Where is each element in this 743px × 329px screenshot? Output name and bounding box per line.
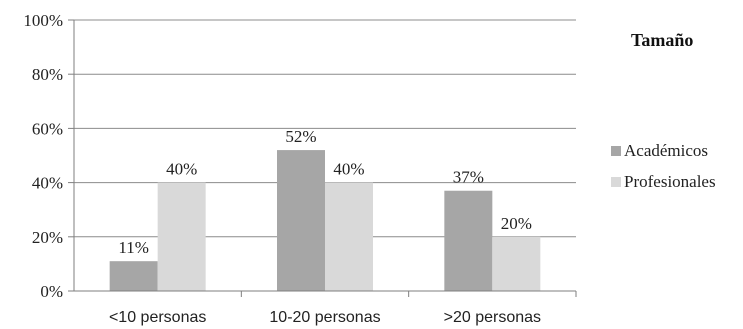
- bar-academicos: [109, 261, 158, 291]
- y-tick-label: 40%: [32, 174, 63, 193]
- x-axis-ticks: <10 personas 10-20 personas >20 personas: [109, 309, 541, 326]
- data-labels: 11% 40% 52% 40% 37% 20%: [118, 127, 532, 257]
- y-tick-label: 0%: [40, 282, 63, 301]
- data-label: 52%: [285, 127, 316, 146]
- data-label: 11%: [118, 238, 149, 257]
- x-tick-label: >20 personas: [444, 309, 541, 326]
- data-label: 37%: [453, 168, 484, 187]
- bar-academicos: [277, 150, 325, 291]
- y-tick-label: 80%: [32, 65, 63, 84]
- bar-academicos: [444, 190, 493, 291]
- legend-label: Profesionales: [624, 172, 716, 191]
- axes: [68, 19, 577, 297]
- x-tick-label: <10 personas: [109, 309, 206, 326]
- data-label: 40%: [333, 160, 364, 179]
- legend: Tamaño Académicos Profesionales: [611, 30, 716, 191]
- data-label: 20%: [501, 214, 532, 233]
- bars: [109, 150, 541, 291]
- y-tick-label: 100%: [23, 11, 63, 30]
- bar-profesionales: [325, 182, 373, 291]
- x-tick-label: 10-20 personas: [269, 309, 380, 326]
- legend-swatch: [611, 146, 621, 156]
- legend-swatch: [611, 177, 621, 187]
- bar-profesionales: [157, 182, 206, 291]
- legend-title: Tamaño: [631, 30, 693, 50]
- legend-label: Académicos: [624, 141, 708, 160]
- y-tick-label: 60%: [32, 119, 63, 138]
- y-tick-label: 20%: [32, 228, 63, 247]
- bar-profesionales: [492, 236, 541, 291]
- data-label: 40%: [166, 160, 197, 179]
- y-axis-ticks: 0% 20% 40% 60% 80% 100%: [23, 11, 63, 301]
